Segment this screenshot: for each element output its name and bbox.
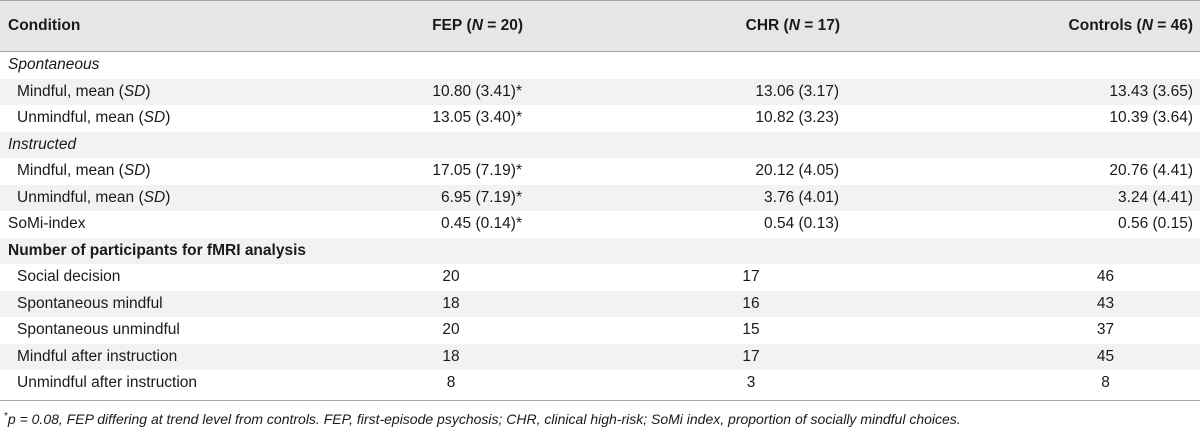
- cell-fep: 20: [442, 321, 460, 339]
- header-controls: Controls (N = 46): [1068, 17, 1193, 34]
- table-header-row: Condition FEP (N = 20) CHR (N = 17) Cont…: [0, 0, 1200, 52]
- cell-chr: 3.76 (4.01): [764, 188, 839, 206]
- header-chr: CHR (N = 17): [745, 17, 840, 34]
- table-row: Spontaneous mindful 18 16 43: [0, 290, 1200, 317]
- table-row: Social decision 20 17 46: [0, 264, 1200, 291]
- cell-fep: 20: [442, 268, 460, 286]
- header-condition: Condition: [8, 17, 81, 34]
- cell-fep: 18: [442, 347, 460, 365]
- section-spontaneous-row: Spontaneous: [0, 52, 1200, 79]
- section-instructed-row: Instructed: [0, 131, 1200, 158]
- cell-fep: 6.95 (7.19)*: [441, 188, 522, 206]
- table-row: Mindful, mean (SD) 10.80 (3.41)* 13.06 (…: [0, 78, 1200, 105]
- cell-controls: 45: [1096, 347, 1115, 365]
- row-label: Unmindful, mean (SD): [17, 188, 171, 206]
- section-spontaneous-label: Spontaneous: [8, 56, 100, 74]
- cell-controls: 37: [1096, 321, 1115, 339]
- row-label: Unmindful, mean (SD): [17, 109, 171, 127]
- row-label: Spontaneous mindful: [17, 294, 163, 312]
- cell-chr: 17: [742, 268, 760, 286]
- table-row: Unmindful, mean (SD) 6.95 (7.19)* 3.76 (…: [0, 184, 1200, 211]
- table-row: Unmindful after instruction 8 3 8: [0, 370, 1200, 397]
- cell-controls: 8: [1101, 374, 1110, 392]
- section-instructed-label: Instructed: [8, 135, 77, 153]
- cell-controls: 13.43 (3.65): [1109, 82, 1193, 100]
- cell-chr: 16: [742, 294, 760, 312]
- table-row: SoMi-index 0.45 (0.14)* 0.54 (0.13) 0.56…: [0, 211, 1200, 238]
- table-footnote: *p = 0.08, FEP differing at trend level …: [4, 411, 961, 427]
- table-row: Mindful, mean (SD) 17.05 (7.19)* 20.12 (…: [0, 158, 1200, 185]
- table-bottom-rule: [0, 400, 1200, 401]
- cell-controls: 20.76 (4.41): [1109, 162, 1193, 180]
- header-fep: FEP (N = 20): [432, 17, 523, 34]
- row-label: Spontaneous unmindful: [17, 321, 180, 339]
- row-label: Mindful, mean (SD): [17, 82, 151, 100]
- cell-chr: 20.12 (4.05): [755, 162, 839, 180]
- cell-fep: 13.05 (3.40)*: [432, 109, 522, 127]
- row-label: SoMi-index: [8, 215, 86, 233]
- row-label: Social decision: [17, 268, 121, 286]
- table-row: Unmindful, mean (SD) 13.05 (3.40)* 10.82…: [0, 105, 1200, 132]
- section-fmri-label: Number of participants for fMRI analysis: [8, 241, 306, 259]
- results-table: Condition FEP (N = 20) CHR (N = 17) Cont…: [0, 0, 1200, 397]
- row-label: Mindful, mean (SD): [17, 162, 151, 180]
- row-label: Mindful after instruction: [17, 347, 178, 365]
- cell-fep: 8: [446, 374, 456, 392]
- section-fmri-row: Number of participants for fMRI analysis: [0, 237, 1200, 264]
- cell-chr: 17: [742, 347, 760, 365]
- cell-controls: 10.39 (3.64): [1109, 109, 1193, 127]
- cell-controls: 0.56 (0.15): [1118, 215, 1193, 233]
- cell-chr: 0.54 (0.13): [764, 215, 839, 233]
- cell-fep: 17.05 (7.19)*: [432, 162, 522, 180]
- cell-chr: 13.06 (3.17): [755, 82, 839, 100]
- cell-chr: 15: [742, 321, 760, 339]
- table-row: Mindful after instruction 18 17 45: [0, 343, 1200, 370]
- cell-controls: 43: [1096, 294, 1115, 312]
- cell-chr: 10.82 (3.23): [755, 109, 839, 127]
- cell-controls: 46: [1096, 268, 1115, 286]
- cell-chr: 3: [746, 374, 756, 392]
- table-row: Spontaneous unmindful 20 15 37: [0, 317, 1200, 344]
- cell-fep: 18: [442, 294, 460, 312]
- cell-controls: 3.24 (4.41): [1118, 188, 1193, 206]
- cell-fep: 0.45 (0.14)*: [441, 215, 522, 233]
- cell-fep: 10.80 (3.41)*: [432, 82, 522, 100]
- row-label: Unmindful after instruction: [17, 374, 198, 392]
